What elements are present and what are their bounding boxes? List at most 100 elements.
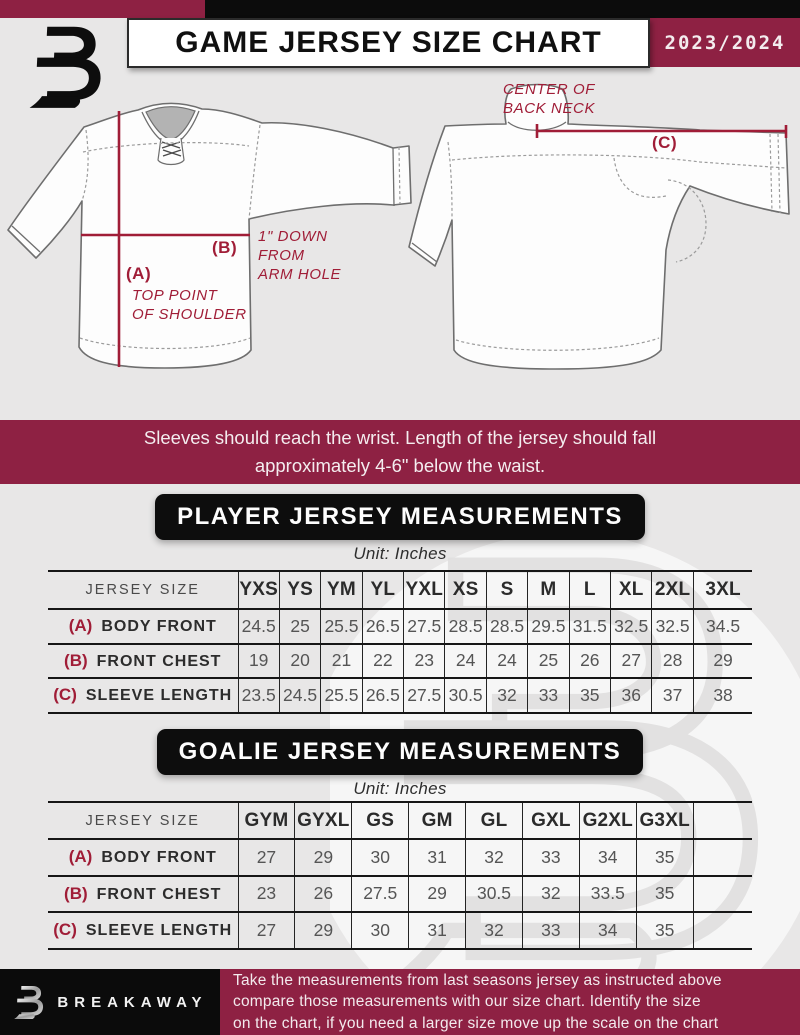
row-label: SLEEVE LENGTH <box>85 687 233 705</box>
cell: 32 <box>485 678 528 713</box>
size-col-xs: XS <box>444 571 487 609</box>
player-unit-label: Unit: Inches <box>353 544 447 563</box>
goalie-unit-label: Unit: Inches <box>353 779 447 798</box>
row-header: (C) SLEEVE LENGTH <box>48 678 238 713</box>
cell: 27.5 <box>403 678 445 713</box>
size-col-s: S <box>485 571 528 609</box>
cell: 35 <box>568 678 611 713</box>
cell: 30.5 <box>444 678 487 713</box>
cell: 31 <box>408 912 466 949</box>
cell: 26 <box>294 875 352 913</box>
cell: 28.5 <box>485 609 528 644</box>
cell: 20 <box>278 643 321 679</box>
cell: 32 <box>465 912 523 949</box>
cell: 27.5 <box>403 609 445 644</box>
cell: 25.5 <box>320 609 363 644</box>
cell: 31.5 <box>568 609 611 644</box>
breakaway-b-logo-icon <box>29 26 101 108</box>
row-header: (A) BODY FRONT <box>48 609 238 644</box>
size-col-gs: GS <box>351 802 409 839</box>
size-col-yxl: YXL <box>403 571 445 609</box>
cell: 27.5 <box>351 875 409 913</box>
cell: 29 <box>408 875 466 913</box>
row-tag: (B) <box>64 883 88 903</box>
cell: 34 <box>578 839 637 876</box>
size-col-gyxl: GYXL <box>294 802 352 839</box>
player-size-table: JERSEY SIZE YXS YS YM YL YXL XS S M L XL… <box>48 570 753 714</box>
row-header: (B) FRONT CHEST <box>48 644 238 679</box>
cell: 23 <box>237 875 295 913</box>
row-tag: (A) <box>68 847 93 867</box>
cell: 27 <box>610 643 652 679</box>
player-row-body-front: (A) BODY FRONT 24.5 25 25.5 26.5 27.5 28.… <box>48 609 753 644</box>
size-col-yxs: YXS <box>237 571 280 609</box>
row-label: SLEEVE LENGTH <box>85 922 233 940</box>
cell: 26.5 <box>361 609 404 644</box>
cell: 25 <box>527 643 570 679</box>
footer-instructions-text: Take the measurements from last seasons … <box>233 972 722 1032</box>
cell: 32.5 <box>651 609 694 644</box>
cell-empty <box>692 912 753 949</box>
size-col-gym: GYM <box>237 802 295 839</box>
season-badge: 2023/2024 <box>650 18 800 67</box>
cell: 32.5 <box>610 609 652 644</box>
row-header: (B) FRONT CHEST <box>48 876 238 913</box>
cell: 32 <box>521 875 580 913</box>
jersey-back-diagram <box>408 83 790 370</box>
player-section-header: PLAYER JERSEY MEASUREMENTS <box>0 494 800 540</box>
player-row-sleeve-length: (C) SLEEVE LENGTH 23.5 24.5 25.5 26.5 27.… <box>48 678 753 713</box>
cell: 33 <box>521 839 580 876</box>
cell: 30.5 <box>465 875 523 913</box>
cell: 29 <box>294 839 352 876</box>
cell-empty <box>692 839 753 876</box>
cell: 29.5 <box>527 609 570 644</box>
fit-note-line-2: approximately 4-6" below the waist. <box>254 455 546 476</box>
size-col-ym: YM <box>320 571 363 609</box>
size-col-2xl: 2XL <box>651 571 694 609</box>
brand-name: BREAKAWAY <box>57 993 208 1011</box>
cell: 29 <box>294 912 352 949</box>
cell: 26.5 <box>361 678 404 713</box>
row-tag: (B) <box>64 650 88 670</box>
size-col-3xl: 3XL <box>692 571 753 609</box>
measurement-lines <box>81 111 788 367</box>
row-tag: (C) <box>53 920 77 940</box>
size-col-yl: YL <box>361 571 404 609</box>
cell: 24.5 <box>278 678 321 713</box>
goalie-row-sleeve-length: (C) SLEEVE LENGTH 27 29 30 31 32 33 34 35 <box>48 912 753 949</box>
goalie-section-header: GOALIE JERSEY MEASUREMENTS <box>0 729 800 775</box>
row-label: BODY FRONT <box>101 618 217 636</box>
cell: 30 <box>351 912 409 949</box>
cell: 25 <box>278 609 321 644</box>
size-col-l: L <box>568 571 611 609</box>
row-label: BODY FRONT <box>101 849 217 867</box>
season-label: 2023/2024 <box>664 31 786 54</box>
goalie-section-title: GOALIE JERSEY MEASUREMENTS <box>156 729 644 775</box>
cell: 27 <box>237 839 295 876</box>
cell: 24.5 <box>237 609 280 644</box>
cell: 33 <box>527 678 570 713</box>
cell: 35 <box>635 839 694 876</box>
cell: 35 <box>635 875 694 913</box>
title-box: GAME JERSEY SIZE CHART <box>127 18 650 68</box>
cell: 28 <box>651 643 694 679</box>
cell-empty <box>692 875 753 913</box>
row-label: FRONT CHEST <box>96 652 222 670</box>
row-tag: (A) <box>68 616 93 636</box>
row-header: (C) SLEEVE LENGTH <box>48 912 238 949</box>
cell: 36 <box>610 678 652 713</box>
size-col-gxl: GXL <box>521 802 580 839</box>
player-section-title: PLAYER JERSEY MEASUREMENTS <box>155 494 645 540</box>
cell: 38 <box>692 678 753 713</box>
header-maroon-strip <box>0 0 205 18</box>
header-black-strip <box>205 0 800 18</box>
cell: 31 <box>408 839 466 876</box>
jersey-diagrams <box>7 83 790 370</box>
fit-note-line-1: Sleeves should reach the wrist. Length o… <box>143 427 657 449</box>
size-col-xl: XL <box>610 571 652 609</box>
breakaway-b-logo-icon <box>14 986 44 1019</box>
row-tag: (C) <box>53 685 77 705</box>
cell: 26 <box>568 643 611 679</box>
size-col-gm: GM <box>408 802 466 839</box>
cell: 25.5 <box>320 678 363 713</box>
